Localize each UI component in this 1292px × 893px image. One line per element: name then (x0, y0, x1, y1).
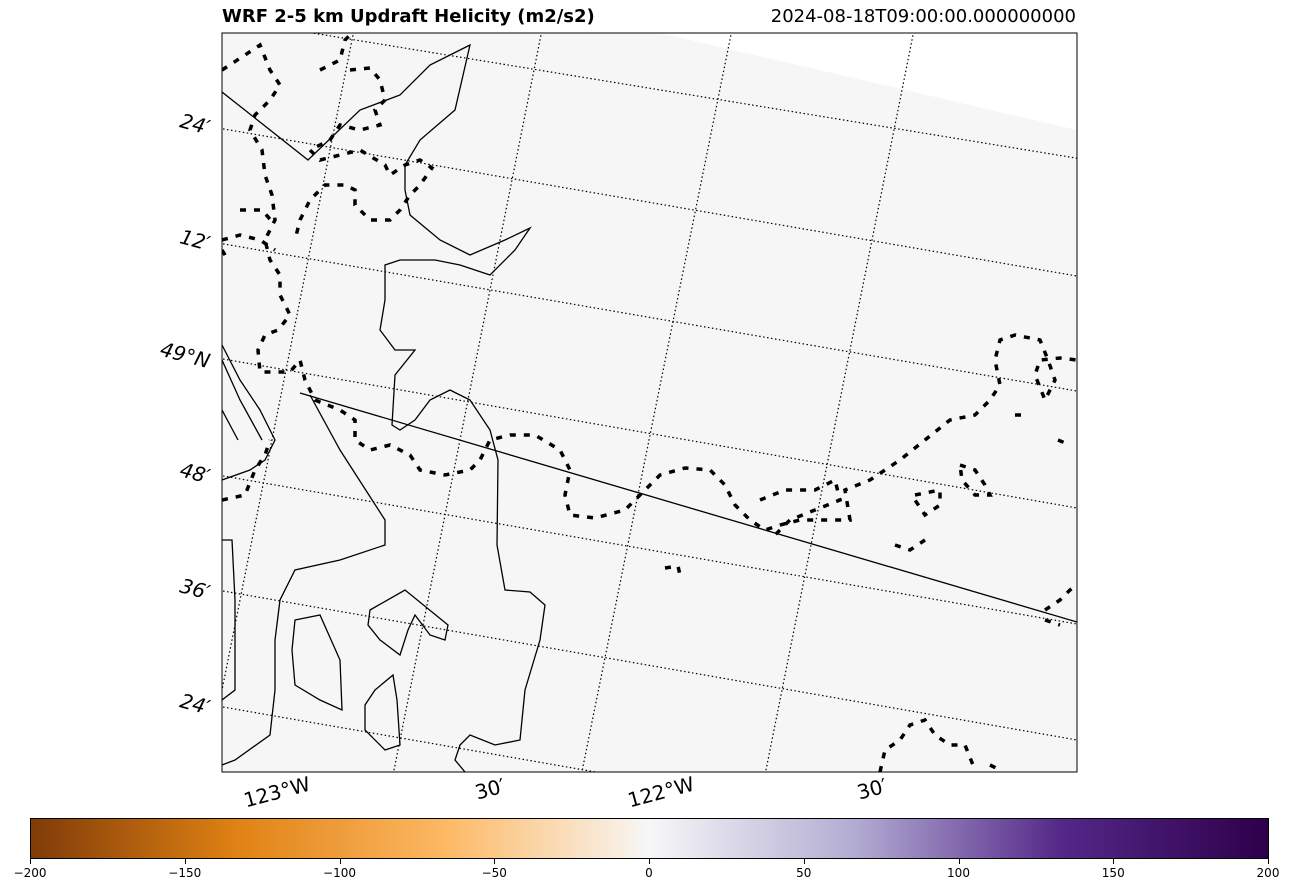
helicity-field (222, 33, 1077, 772)
colorbar-tick-label: −100 (323, 866, 356, 880)
no-data-region (660, 33, 1077, 130)
colorbar-tick (649, 859, 650, 864)
colorbar (30, 818, 1269, 859)
colorbar-tick (30, 859, 31, 864)
valid-time: 2024-08-18T09:00:00.000000000 (770, 6, 1076, 27)
coastlines (222, 43, 1077, 772)
colorbar-tick (1113, 859, 1115, 864)
latitude-gridlines (222, 33, 1077, 772)
map-title: WRF 2-5 km Updraft Helicity (m2/s2) (222, 6, 595, 27)
map-frame (221, 32, 1078, 773)
colorbar-tick-label: −200 (13, 866, 47, 880)
helicity-contours (222, 33, 1077, 772)
colorbar-tick-label: 50 (796, 866, 812, 880)
colorbar-tick (184, 859, 186, 864)
longitude-gridlines (222, 33, 915, 772)
colorbar-tick (1268, 859, 1269, 864)
colorbar-tick-label: 150 (1101, 866, 1125, 880)
colorbar-tick (339, 859, 341, 864)
colorbar-tick-label: −150 (168, 866, 202, 880)
colorbar-tick (958, 859, 960, 864)
colorbar-tick (494, 859, 496, 864)
colorbar-tick-label: 0 (645, 866, 653, 880)
colorbar-tick-label: 200 (1256, 866, 1280, 880)
colorbar-tick-label: −50 (481, 866, 507, 880)
colorbar-tick (803, 859, 805, 864)
colorbar-tick-label: 100 (947, 866, 970, 880)
